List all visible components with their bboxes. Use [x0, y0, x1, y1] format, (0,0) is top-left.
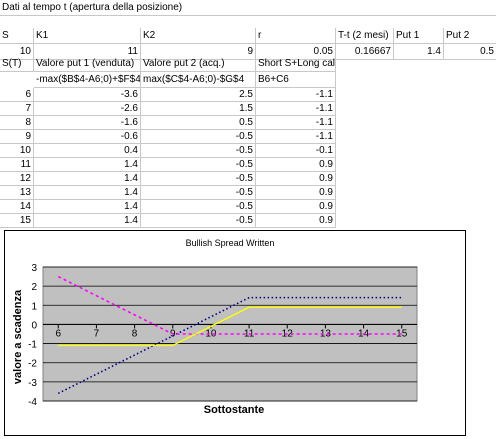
- header-cell-r[interactable]: r: [256, 28, 336, 44]
- table-cell[interactable]: -0.5: [141, 158, 256, 172]
- table-cell[interactable]: 14: [0, 200, 34, 214]
- header-cell-t[interactable]: T-t (2 mesi): [336, 28, 394, 44]
- header-cell-put2[interactable]: Put 2: [444, 28, 496, 44]
- series-line-2: [58, 306, 402, 347]
- table-cell[interactable]: 12: [0, 172, 34, 186]
- table-cell[interactable]: 2.5: [141, 88, 256, 102]
- y-tick-label: 2: [31, 282, 37, 293]
- table-cell[interactable]: -0.5: [141, 144, 256, 158]
- value-cell-s[interactable]: 10: [0, 44, 34, 60]
- table-cell[interactable]: 8: [0, 116, 34, 130]
- table-cell[interactable]: 11: [0, 158, 34, 172]
- header-cell-k2[interactable]: K2: [141, 28, 256, 44]
- value-cell-put2[interactable]: 0.5: [444, 44, 496, 60]
- value-cell-t[interactable]: 0.16667: [336, 44, 394, 60]
- y-tick-label: -2: [28, 359, 37, 370]
- header-cell-k1[interactable]: K1: [34, 28, 141, 44]
- value-cell-k2[interactable]: 9: [141, 44, 256, 60]
- value-cell-k1[interactable]: 11: [34, 44, 141, 60]
- table-cell[interactable]: 1.4: [34, 214, 141, 228]
- col-header-st[interactable]: S(T): [0, 56, 34, 72]
- table-cell[interactable]: 7: [0, 102, 34, 116]
- col-header-put2[interactable]: Valore put 2 (acq.): [141, 56, 256, 72]
- value-cell-put1[interactable]: 1.4: [394, 44, 444, 60]
- col-header-put1[interactable]: Valore put 1 (venduta): [34, 56, 141, 72]
- table-cell[interactable]: 9: [0, 130, 34, 144]
- value-cell-r[interactable]: 0.05: [256, 44, 336, 60]
- y-tick-label: -1: [28, 340, 37, 351]
- sheet-title-cell[interactable]: Dati al tempo t (apertura della posizion…: [0, 0, 496, 16]
- table-cell[interactable]: 10: [0, 144, 34, 158]
- table-cell[interactable]: 1.4: [34, 186, 141, 200]
- formula-cell-total[interactable]: B6+C6: [256, 72, 336, 88]
- plot-background: [42, 266, 418, 402]
- table-cell[interactable]: -1.1: [256, 102, 336, 116]
- table-cell[interactable]: 0.9: [256, 158, 336, 172]
- table-cell[interactable]: 15: [0, 214, 34, 228]
- x-tick-label: 8: [132, 328, 138, 339]
- payoff-chart[interactable]: Bullish Spread Written Sottostante valor…: [4, 230, 466, 436]
- x-tick-label: 13: [320, 328, 332, 339]
- table-cell[interactable]: -2.6: [34, 102, 141, 116]
- table-cell[interactable]: 0.9: [256, 214, 336, 228]
- col-header-total[interactable]: Short S+Long call: [256, 56, 336, 72]
- spreadsheet-grid: Dati al tempo t (apertura della posizion…: [0, 0, 496, 228]
- table-cell[interactable]: 6: [0, 88, 34, 102]
- table-cell[interactable]: -3.6: [34, 88, 141, 102]
- table-cell[interactable]: -1.1: [256, 88, 336, 102]
- y-axis-title: valore a scadenza: [12, 289, 24, 384]
- series-line-0: [57, 296, 402, 395]
- y-tick-label: -4: [28, 397, 37, 408]
- table-cell[interactable]: -1.6: [34, 116, 141, 130]
- table-cell[interactable]: -1.1: [256, 116, 336, 130]
- table-cell[interactable]: 0.9: [256, 186, 336, 200]
- y-tick-label: 0: [31, 320, 37, 331]
- table-cell[interactable]: 0.5: [141, 116, 256, 130]
- table-cell[interactable]: 0.9: [256, 200, 336, 214]
- table-cell[interactable]: 1.4: [34, 200, 141, 214]
- chart-svg: Bullish Spread Written Sottostante valor…: [12, 238, 418, 416]
- table-cell[interactable]: -0.5: [141, 200, 256, 214]
- table-cell[interactable]: 1.5: [141, 102, 256, 116]
- y-tick-label: -3: [28, 378, 37, 389]
- table-cell[interactable]: -0.6: [34, 130, 141, 144]
- y-tick-label: 1: [31, 301, 37, 312]
- table-cell[interactable]: -0.5: [141, 130, 256, 144]
- chart-title: Bullish Spread Written: [186, 238, 275, 248]
- formula-cell-put2[interactable]: max($C$4-A6;0)-$G$4: [141, 72, 256, 88]
- table-cell[interactable]: -0.5: [141, 172, 256, 186]
- table-cell[interactable]: 1.4: [34, 172, 141, 186]
- x-tick-label: 7: [94, 328, 100, 339]
- formula-cell-put1[interactable]: -max($B$4-A6;0)+$F$4: [34, 72, 141, 88]
- x-tick-label: 10: [205, 328, 217, 339]
- header-cell-s[interactable]: S: [0, 28, 34, 44]
- y-tick-label: 3: [31, 263, 37, 274]
- header-cell-put1[interactable]: Put 1: [394, 28, 444, 44]
- table-cell[interactable]: 0.9: [256, 172, 336, 186]
- table-cell[interactable]: -1.1: [256, 130, 336, 144]
- table-cell[interactable]: -0.1: [256, 144, 336, 158]
- table-cell[interactable]: 13: [0, 186, 34, 200]
- x-axis-title: Sottostante: [204, 404, 265, 416]
- x-tick-label: 6: [55, 328, 61, 339]
- table-cell[interactable]: -0.5: [141, 214, 256, 228]
- table-cell[interactable]: -0.5: [141, 186, 256, 200]
- x-tick-label: 15: [396, 328, 408, 339]
- table-cell[interactable]: 0.4: [34, 144, 141, 158]
- table-cell[interactable]: 1.4: [34, 158, 141, 172]
